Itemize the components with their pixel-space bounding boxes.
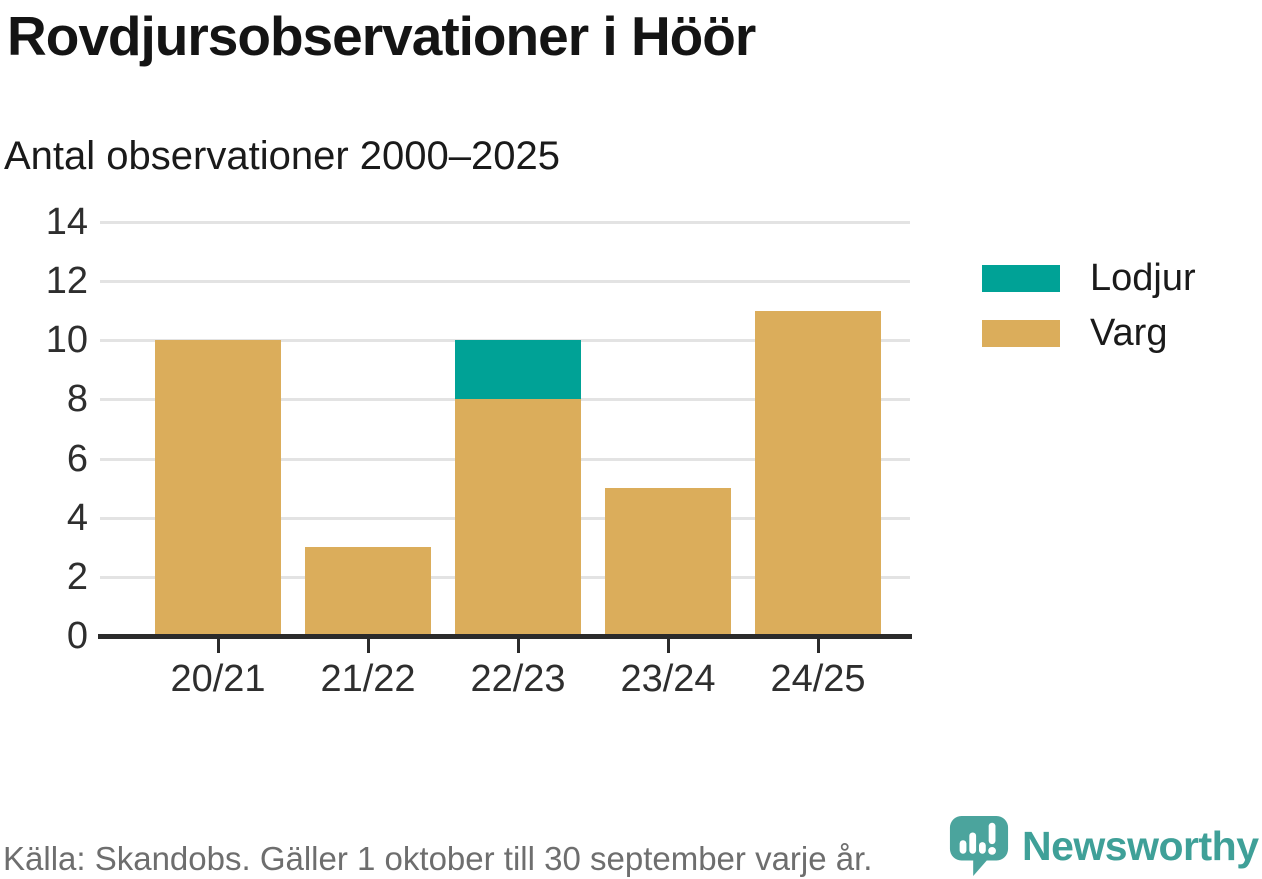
- x-axis-tick: [816, 639, 820, 653]
- bar-segment-varg: [305, 547, 431, 636]
- x-axis-label: 21/22: [320, 658, 416, 700]
- x-axis-tick: [216, 639, 220, 653]
- x-axis-tick: [666, 639, 670, 653]
- y-axis-label: 12: [45, 260, 88, 303]
- y-axis-label: 10: [45, 319, 88, 362]
- legend-swatch: [982, 320, 1060, 347]
- x-axis-tick: [366, 639, 370, 653]
- logo-exclamation-bar: [988, 822, 996, 845]
- logo-bar-3: [979, 842, 986, 854]
- x-axis-label: 20/21: [170, 658, 266, 700]
- legend-swatch: [982, 265, 1060, 292]
- legend-item: Varg: [982, 313, 1196, 354]
- logo-bar-2: [969, 832, 977, 854]
- logo-exclamation-dot: [988, 846, 996, 855]
- legend: Lodjur Varg: [982, 258, 1196, 368]
- source-note: Källa: Skandobs. Gäller 1 oktober till 3…: [3, 840, 873, 877]
- bar-segment-lodjur: [455, 340, 581, 400]
- y-axis-label: 2: [66, 555, 88, 598]
- y-axis-label: 8: [66, 378, 88, 421]
- x-axis-label: 22/23: [470, 658, 566, 700]
- bar-segment-varg: [455, 399, 581, 636]
- gridline: [100, 221, 910, 224]
- y-axis-label: 14: [45, 201, 88, 243]
- newsworthy-logo: Newsworthy: [948, 814, 1259, 878]
- y-axis-label: 6: [66, 437, 88, 480]
- x-axis-tick: [516, 639, 520, 653]
- newsworthy-logo-text: Newsworthy: [1022, 822, 1259, 869]
- x-axis-label: 24/25: [770, 658, 866, 700]
- chart-title: Rovdjursobservationer i Höör: [7, 5, 756, 67]
- x-axis-line: [98, 634, 912, 639]
- chart-subtitle: Antal observationer 2000–2025: [4, 134, 560, 178]
- bar-segment-varg: [755, 310, 881, 636]
- y-axis-label: 0: [66, 615, 88, 657]
- legend-label: Varg: [1090, 312, 1168, 354]
- x-axis-label: 23/24: [620, 658, 716, 700]
- bar-segment-varg: [155, 340, 281, 636]
- gridline: [100, 280, 910, 284]
- y-axis-label: 4: [66, 496, 88, 539]
- legend-label: Lodjur: [1090, 257, 1196, 299]
- bar-segment-varg: [605, 488, 731, 636]
- newsworthy-logo-icon: [949, 815, 1009, 877]
- logo-bar-1: [959, 840, 967, 854]
- legend-item: Lodjur: [982, 258, 1196, 299]
